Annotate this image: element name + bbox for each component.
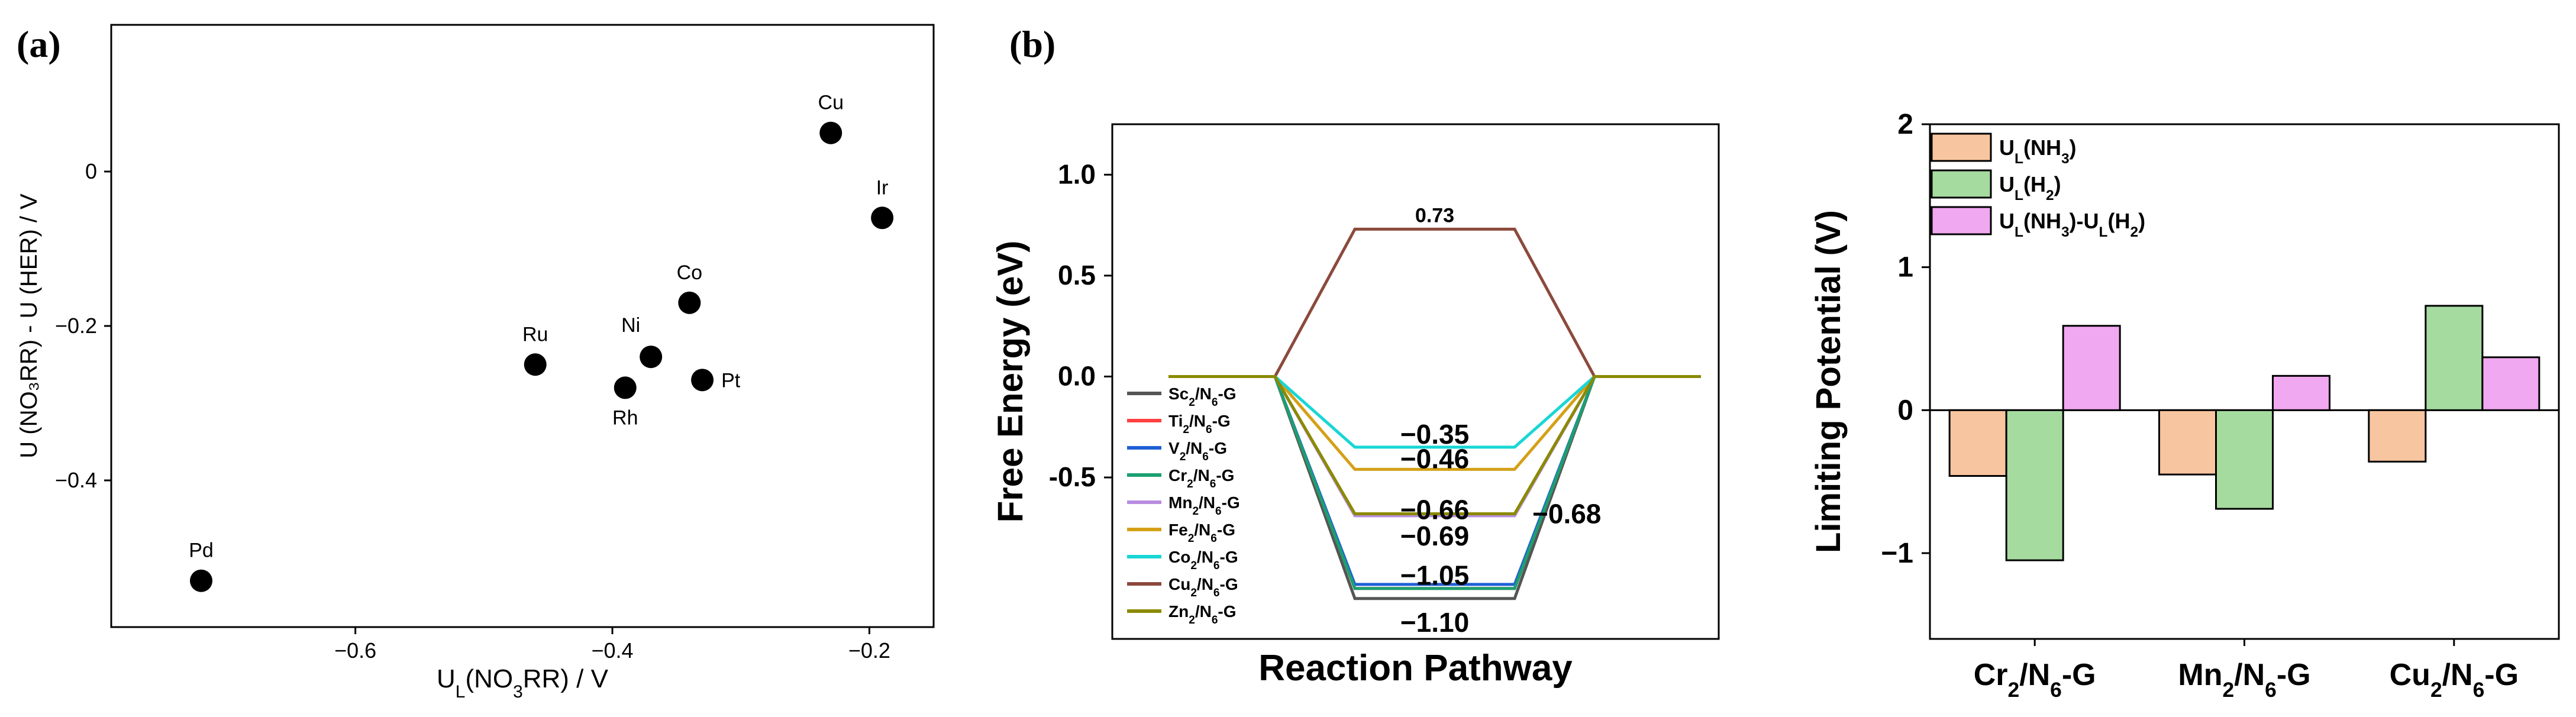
legend-label-sc: Sc2/N6-G bbox=[1168, 385, 1237, 409]
legend-label-v: V2/N6-G bbox=[1168, 439, 1227, 463]
legend-label-2: UL(NH3)-UL(H2) bbox=[1999, 209, 2145, 240]
annotation-cu: 0.73 bbox=[1415, 204, 1454, 227]
x-tick-label: −0.4 bbox=[591, 638, 633, 663]
y-tick-label: 1.0 bbox=[1058, 159, 1096, 189]
plot-frame bbox=[1111, 123, 1720, 640]
point-rh bbox=[614, 376, 637, 399]
y-axis-label: U (NO₃RR) - U (HER) / V bbox=[16, 193, 42, 458]
bar-cr-2 bbox=[2062, 325, 2121, 411]
point-label-cu: Cu bbox=[818, 92, 844, 114]
series-line-v bbox=[1168, 374, 1701, 586]
point-label-co: Co bbox=[677, 261, 702, 284]
annotation-mn: −0.69 bbox=[1400, 521, 1469, 551]
free-energy-chart: 1.0 0.5 0.0 -0.5 Free Energy (eV) Reaction Pa… bbox=[990, 123, 1720, 689]
x-axis-label: UL(NO3RR) / V bbox=[437, 664, 609, 702]
legend-label-cr: Cr2/N6-G bbox=[1168, 466, 1234, 490]
point-label-ru: Ru bbox=[522, 323, 548, 345]
scatter-chart: −0.6 −0.4 −0.20−0.2−0.4UL(NO3RR) / VU (NO₃… bbox=[16, 24, 935, 702]
bar-mn-0 bbox=[2158, 409, 2217, 476]
point-co bbox=[678, 291, 701, 314]
point-pd bbox=[190, 569, 213, 592]
y-tick-label: −0.4 bbox=[55, 468, 97, 492]
y-tick-label: −1 bbox=[1881, 538, 1913, 569]
series-line-ti bbox=[1168, 374, 1701, 590]
annotation-zn: −0.68 bbox=[1532, 498, 1601, 529]
y-axis-label: Limiting Potential (V) bbox=[1809, 210, 1848, 553]
bar-mn-1 bbox=[2215, 409, 2274, 510]
x-axis-label: Reaction Pathway bbox=[1258, 648, 1573, 689]
y-tick-label: −0.2 bbox=[55, 314, 97, 338]
point-label-ir: Ir bbox=[876, 176, 889, 199]
annotation-fe: −0.46 bbox=[1400, 443, 1469, 474]
x-tick-label: −0.6 bbox=[334, 638, 376, 663]
bar-cu-1 bbox=[2425, 305, 2484, 411]
legend-label-0: UL(NH3) bbox=[1999, 135, 2077, 167]
bar-cu-0 bbox=[2368, 409, 2427, 463]
legend-label-zn: Zn2/N6-G bbox=[1168, 602, 1237, 626]
legend-label-ti: Ti2/N6-G bbox=[1168, 412, 1231, 436]
legend-swatch-2 bbox=[1931, 206, 1992, 235]
limiting-potential-chart: 2 1 0 −1 Limiting Potential (V) Cr2/N6-G Mn2/N… bbox=[1809, 109, 2560, 702]
y-tick-label: 0 bbox=[85, 159, 97, 183]
y-tick-label: 0.0 bbox=[1058, 360, 1096, 391]
annotation-zn-mid: −0.66 bbox=[1400, 495, 1469, 525]
x-tick-label-cr: Cr2/N6-G bbox=[1974, 658, 2096, 702]
series-line-zn bbox=[1168, 374, 1701, 515]
legend-label-mn: Mn2/N6-G bbox=[1168, 493, 1240, 518]
point-ni bbox=[640, 345, 663, 369]
annotation-ti: −1.05 bbox=[1400, 560, 1469, 591]
y-axis-label: Free Energy (eV) bbox=[990, 241, 1030, 523]
y-tick-label: 2 bbox=[1897, 109, 1913, 140]
panel-label-a: (a) bbox=[17, 23, 61, 65]
x-tick-label-mn: Mn2/N6-G bbox=[2178, 658, 2310, 702]
legend-label-fe: Fe2/N6-G bbox=[1168, 521, 1235, 545]
point-ir bbox=[871, 206, 894, 230]
point-label-ni: Ni bbox=[621, 314, 640, 337]
y-tick-label: -0.5 bbox=[1049, 461, 1096, 492]
x-tick-label: −0.2 bbox=[848, 638, 890, 663]
x-tick-label-cu: Cu2/N6-G bbox=[2390, 658, 2519, 702]
series-line-cu bbox=[1168, 227, 1701, 378]
y-tick-label: 1 bbox=[1897, 252, 1913, 283]
legend-label-co: Co2/N6-G bbox=[1168, 548, 1238, 572]
panel-label-b: (b) bbox=[1009, 23, 1056, 65]
series-line-cr bbox=[1168, 374, 1701, 590]
bar-cu-2 bbox=[2481, 356, 2541, 411]
point-pt bbox=[691, 369, 714, 392]
legend-swatch-1 bbox=[1931, 169, 1992, 199]
legend-label-1: UL(H2) bbox=[1999, 172, 2061, 204]
point-ru bbox=[524, 353, 547, 376]
point-label-pd: Pd bbox=[189, 540, 214, 562]
bar-cr-0 bbox=[1948, 409, 2007, 477]
point-label-pt: Pt bbox=[721, 369, 741, 392]
y-tick-label: 0 bbox=[1897, 395, 1913, 426]
point-label-rh: Rh bbox=[612, 406, 638, 429]
annotation-co: −0.35 bbox=[1400, 419, 1469, 450]
y-tick-label: 0.5 bbox=[1058, 260, 1096, 290]
bar-mn-2 bbox=[2272, 374, 2330, 411]
legend-label-cu: Cu2/N6-G bbox=[1168, 575, 1238, 599]
bar-cr-1 bbox=[2005, 409, 2064, 561]
legend-swatch-0 bbox=[1931, 133, 1992, 162]
point-cu bbox=[819, 121, 842, 144]
annotation-sc: −1.10 bbox=[1400, 607, 1469, 638]
